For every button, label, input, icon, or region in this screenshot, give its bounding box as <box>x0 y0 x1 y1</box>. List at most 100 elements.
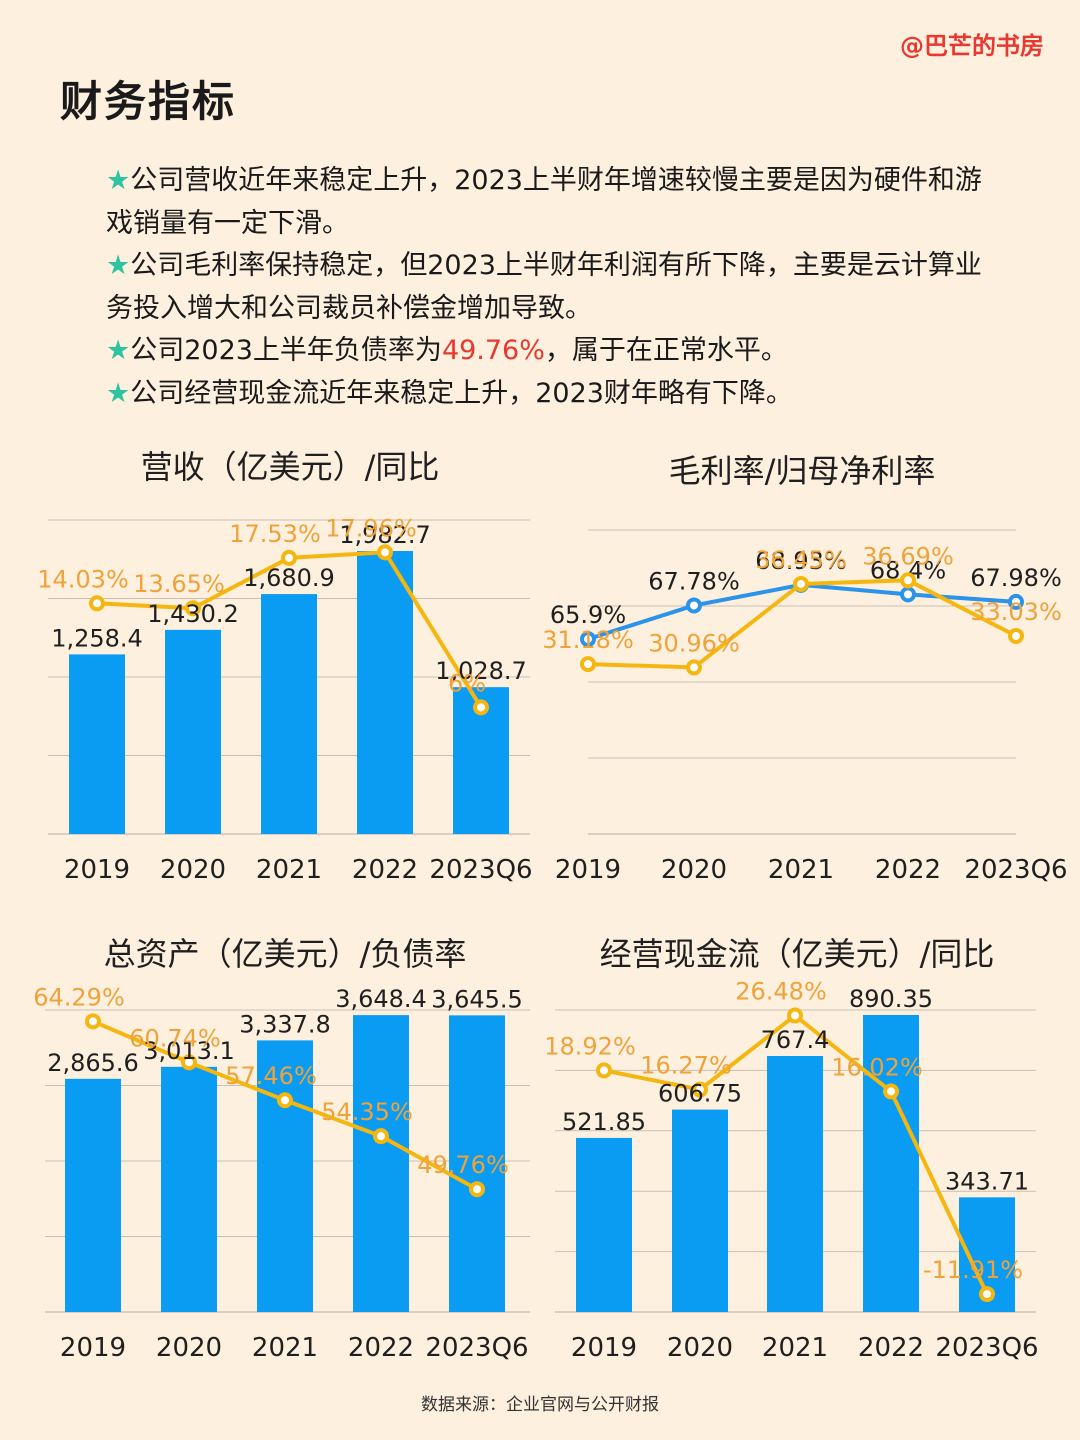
line-point <box>277 1092 293 1109</box>
bar <box>576 1137 632 1312</box>
line-value-label: 67.78% <box>648 567 740 595</box>
assets-chart: 总资产（亿美元）/负债率 2019 2020 2021 2022 2023Q6 2,865.… <box>33 935 530 1363</box>
line-point <box>596 1062 612 1079</box>
line-value-label: 65.9% <box>550 601 626 629</box>
x-tick-label: 2022 <box>858 1333 924 1363</box>
star-icon: ★ <box>106 377 131 409</box>
star-icon: ★ <box>106 335 131 366</box>
line-point <box>900 572 916 589</box>
line-point <box>181 1054 197 1071</box>
bar-value-label: 767.4 <box>761 1026 830 1054</box>
summary-text: 公司毛利率保持稳定，但2023上半财年利润有所下降，主要是云计算业务投入增大和公… <box>106 250 982 324</box>
x-tick-label: 2022 <box>875 855 941 885</box>
line-point <box>373 1128 389 1145</box>
line-point <box>473 699 489 716</box>
star-icon: ★ <box>106 165 131 196</box>
summary-item: ★公司营收近年来稳定上升，2023上半财年增速较慢主要是因为硬件和游戏销量有一定… <box>106 160 1006 245</box>
summary-text: 公司经营现金流近年来稳定上升，2023财年略有下降。 <box>130 377 793 409</box>
line-value-label: 18.92% <box>544 1032 636 1060</box>
line-value-label: 17.53% <box>229 520 321 548</box>
bar <box>863 1015 919 1312</box>
bar-value-label: 3,337.8 <box>239 1010 331 1038</box>
chart-title: 经营现金流（亿美元）/同比 <box>600 935 995 973</box>
line-point <box>580 656 596 673</box>
line-value-label: 54.35% <box>321 1098 413 1126</box>
x-tick-label: 2020 <box>156 1333 222 1363</box>
x-tick-label: 2020 <box>160 855 226 885</box>
line-value-label: 57.46% <box>225 1062 317 1090</box>
chart-title: 营收（亿美元）/同比 <box>141 448 440 486</box>
x-tick-label: 2021 <box>762 1333 828 1363</box>
summary-item: ★公司毛利率保持稳定，但2023上半财年利润有所下降，主要是云计算业务投入增大和… <box>106 245 1006 330</box>
data-source: 数据来源：企业官网与公开财报 <box>421 1395 659 1415</box>
line-point <box>900 586 916 603</box>
bar-value-label: 3,645.5 <box>431 985 523 1013</box>
line-point <box>1008 627 1024 644</box>
bar-value-label: 1,258.4 <box>51 624 143 652</box>
bar-value-label: 343.71 <box>945 1167 1029 1195</box>
line-point <box>89 595 105 612</box>
watermark: @巴芒的书房 <box>900 32 1044 60</box>
bar-value-label: 1,028.7 <box>435 657 527 685</box>
x-tick-label: 2022 <box>348 1333 414 1363</box>
line-point <box>686 659 702 676</box>
bar-value-label: 3,648.4 <box>335 985 427 1013</box>
x-tick-label: 2021 <box>768 855 834 885</box>
line-value-label: 49.76% <box>417 1151 509 1179</box>
line-point <box>883 1083 899 1100</box>
line-point <box>686 597 702 614</box>
line-value-label: 31.18% <box>542 626 634 654</box>
line-value-label: 36.69% <box>862 542 954 570</box>
bar <box>672 1109 728 1312</box>
x-tick-label: 2019 <box>60 1333 126 1363</box>
x-tick-label: 2023Q6 <box>964 855 1067 885</box>
bar <box>161 1066 217 1312</box>
summary-list: ★公司营收近年来稳定上升，2023上半财年增速较慢主要是因为硬件和游戏销量有一定… <box>106 160 1006 415</box>
chart-title: 毛利率/归母净利率 <box>669 452 936 490</box>
bar <box>353 1015 409 1312</box>
margin-chart: 毛利率/归母净利率 2019 2020 2021 2022 2023Q6 65.9% 67.7… <box>542 452 1067 885</box>
star-icon: ★ <box>106 250 131 281</box>
bar-value-label: 890.35 <box>849 985 933 1013</box>
bar <box>261 594 317 834</box>
x-tick-label: 2023Q6 <box>935 1333 1038 1363</box>
bar-value-label: 2,865.6 <box>47 1049 139 1077</box>
line-value-label: 68.93% <box>755 547 847 575</box>
bar <box>65 1078 121 1312</box>
line-value-label: 6% <box>448 669 486 697</box>
line-value-label: 26.48% <box>735 978 827 1006</box>
line-value-label: 36.45% <box>755 546 847 574</box>
line-value-label: 13.65% <box>133 570 225 598</box>
line-point <box>469 1181 485 1198</box>
summary-text: 公司营收近年来稳定上升，2023上半财年增速较慢主要是因为硬件和游戏销量有一定下… <box>106 165 982 239</box>
summary-item: ★公司2023上半年负债率为49.76%，属于在正常水平。 <box>106 330 1006 373</box>
line-value-label: 64.29% <box>33 983 125 1011</box>
bar <box>357 551 413 834</box>
line-value-label: 16.02% <box>831 1053 923 1081</box>
line-value-label: 14.03% <box>37 565 129 593</box>
summary-text: ，属于在正常水平。 <box>544 335 788 366</box>
chart-title: 总资产（亿美元）/负债率 <box>104 935 467 973</box>
bar-value-label: 606.75 <box>658 1080 742 1108</box>
bar <box>767 1056 823 1312</box>
summary-item: ★公司经营现金流近年来稳定上升，2023财年略有下降。 <box>106 373 1006 416</box>
page-title: 财务指标 <box>60 77 237 126</box>
x-tick-label: 2019 <box>64 855 130 885</box>
bar <box>449 1015 505 1312</box>
line-value-label: 60.74% <box>129 1024 221 1052</box>
line-value-label: -11.91% <box>923 1256 1023 1284</box>
line-value-label: 33.03% <box>970 598 1062 626</box>
line-value-label: 16.27% <box>640 1052 732 1080</box>
line-point <box>85 1013 101 1030</box>
line-value-label: 17.96% <box>325 514 417 542</box>
x-tick-label: 2022 <box>352 855 418 885</box>
x-tick-label: 2021 <box>256 855 322 885</box>
line-point <box>979 1286 995 1303</box>
line-value-label: 30.96% <box>648 629 740 657</box>
bar-value-label: 1,430.2 <box>147 600 239 628</box>
x-tick-label: 2023Q6 <box>429 855 532 885</box>
line-value-label: 67.98% <box>970 564 1062 592</box>
x-tick-label: 2020 <box>667 1333 733 1363</box>
summary-text: 公司2023上半年负债率为 <box>130 335 442 366</box>
